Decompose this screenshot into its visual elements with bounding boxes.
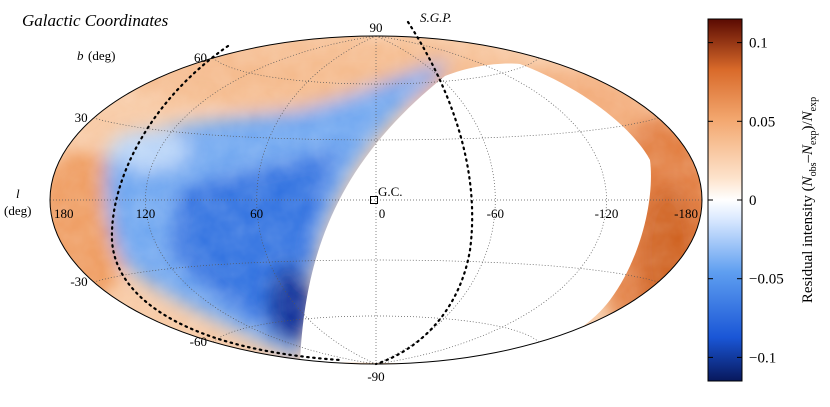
- longitude-tick-label: -180: [674, 206, 698, 221]
- longitude-tick-label: -60: [487, 206, 504, 221]
- unobserved-region: [300, 63, 651, 364]
- longitude-tick-label: -120: [595, 206, 619, 221]
- galactic-center-marker: [370, 196, 378, 204]
- sgp-label: S.G.P.: [420, 10, 452, 25]
- graticule: [50, 35, 702, 365]
- longitude-tick-label: 0: [379, 206, 386, 221]
- longitude-tick-label: 60: [250, 206, 263, 221]
- lat-axis-unit: (deg): [88, 48, 115, 63]
- longitude-tick-label: 180: [54, 206, 73, 221]
- colorbar-tick-label: −0.05: [749, 272, 784, 288]
- galactic-center-label: G.C.: [378, 184, 403, 199]
- latitude-tick-labels: 90 60 30 -30 -60 -90: [70, 20, 384, 384]
- latitude-tick-label: -60: [190, 334, 207, 349]
- lat-axis-symbol: b: [77, 48, 84, 63]
- chart-title: Galactic Coordinates: [22, 11, 169, 30]
- longitude-tick-label: 120: [136, 206, 156, 221]
- colorbar: [707, 18, 743, 382]
- latitude-tick-label: 60: [194, 50, 207, 65]
- exposure-boundary-dotted-line: [110, 44, 342, 362]
- parallel-line: [212, 315, 540, 343]
- colorbar-tick-label: 0: [749, 193, 757, 209]
- colorbar-ticks: 0.1 0.05 0 −0.05 −0.1: [708, 36, 784, 366]
- colorbar-tick-label: 0.05: [749, 114, 775, 130]
- colorbar-tick-label: −0.1: [749, 350, 776, 366]
- lon-axis-unit: (deg): [4, 203, 31, 218]
- latitude-tick-label: -30: [70, 274, 87, 289]
- latitude-tick-label: -90: [367, 369, 384, 384]
- longitude-tick-labels: 180 120 60 0 -60 -120 -180: [54, 206, 698, 221]
- sgp-dotted-line: [374, 20, 474, 366]
- colorbar-label: Residual intensity (Nobs–Nexp)/Nexp: [800, 97, 819, 303]
- parallel-line: [212, 57, 540, 85]
- latitude-tick-label: 90: [370, 20, 383, 35]
- lon-axis-symbol: l: [16, 186, 20, 201]
- colorbar-tick-label: 0.1: [749, 36, 768, 52]
- latitude-tick-label: 30: [75, 110, 88, 125]
